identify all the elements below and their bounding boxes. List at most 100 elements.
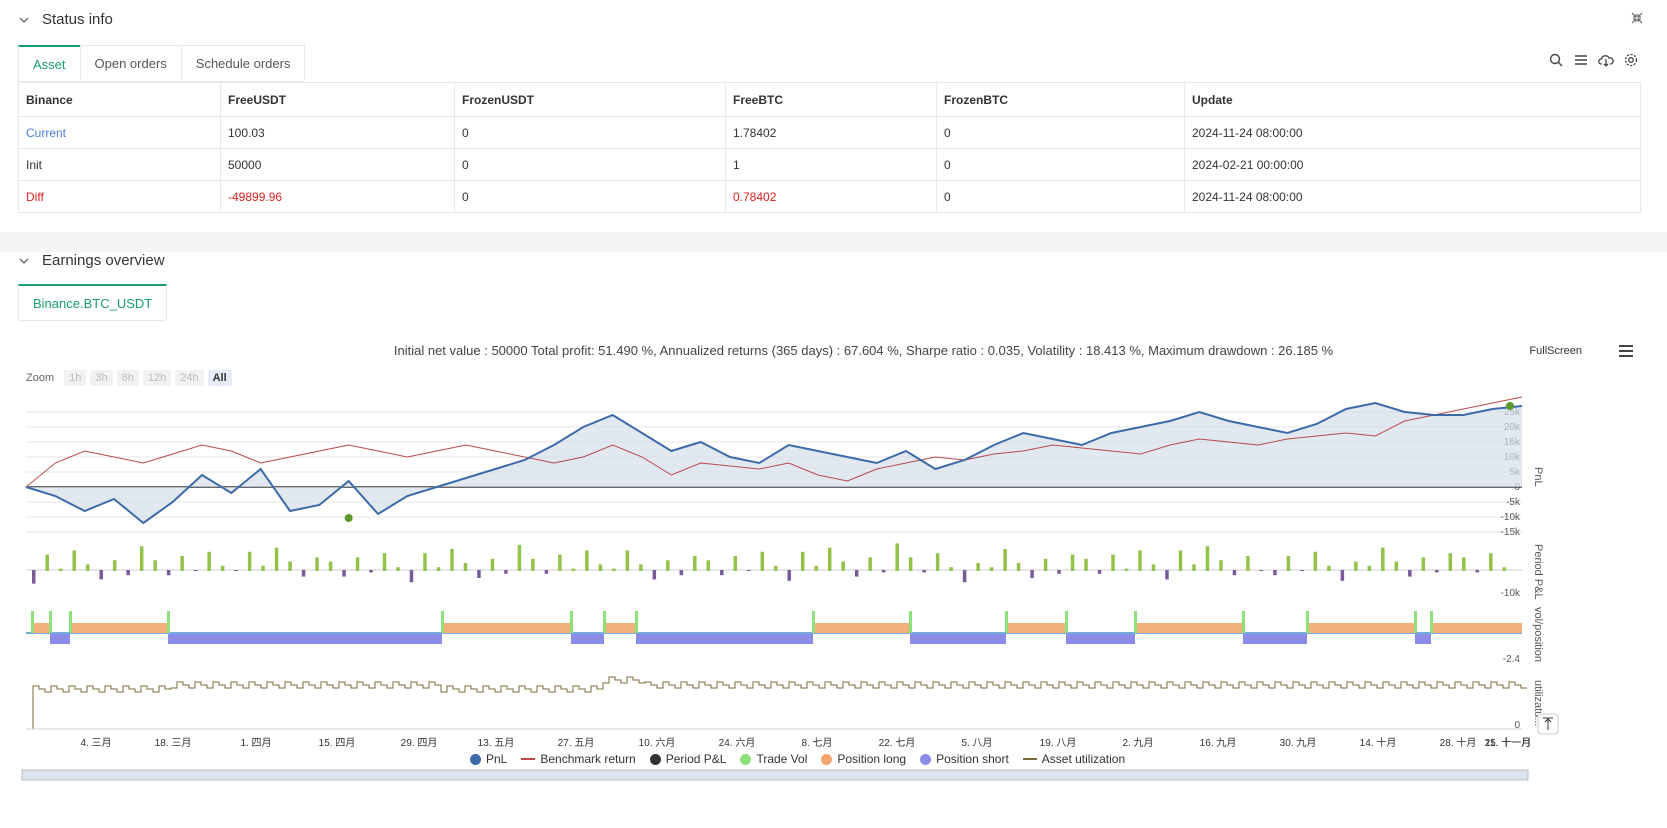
period-pnl-bar [193, 570, 198, 571]
table-cell: 0.78402 [725, 180, 937, 213]
pnl-line [25, 401, 1523, 525]
search-icon[interactable] [1548, 52, 1564, 68]
zoom-controls: Zoom 1h 3h 8h 12h 24h All [26, 370, 232, 386]
legend-item[interactable]: Position long [821, 752, 906, 766]
period-pnl-bar [720, 570, 724, 576]
period-pnl-bar [166, 570, 171, 576]
legend-item[interactable]: Position short [920, 752, 1009, 766]
period-pnl-bar [247, 551, 252, 571]
period-pnl-bar [962, 570, 967, 583]
zoom-12h-button[interactable]: 12h [142, 370, 172, 386]
period-pnl-bar [517, 544, 522, 571]
trade-vol-bar [1306, 611, 1309, 633]
table-cell: 2024-11-24 08:00:00 [1184, 116, 1641, 149]
zoom-24h-button[interactable]: 24h [175, 370, 204, 386]
position-block [1307, 623, 1415, 633]
period-pnl-bar [1394, 561, 1399, 571]
position-block [813, 623, 910, 633]
period-pnl-bar [396, 567, 400, 571]
x-tick-label: 22. 七月 [879, 737, 916, 749]
trade-vol-bar [1065, 611, 1068, 633]
legend-item[interactable]: PnL [470, 752, 507, 766]
legend-item[interactable]: Benchmark return [521, 752, 636, 766]
earnings-chart[interactable]: 25k20k15k10k5k0-5k-10k-15kPnL-10kPeriod … [0, 252, 1667, 828]
period-pnl-bar [1421, 557, 1426, 571]
tab-schedule-orders[interactable]: Schedule orders [180, 45, 306, 81]
period-pnl-bar [423, 553, 427, 571]
period-pnl-bar [288, 561, 292, 571]
table-cell: 0 [936, 148, 1185, 181]
zoom-all-button[interactable]: All [207, 370, 232, 386]
earnings-header[interactable]: Earnings overview [18, 252, 165, 269]
period-pnl-bar [612, 568, 616, 571]
status-info-header[interactable]: Status info [18, 11, 113, 28]
period-pnl-bar [45, 554, 49, 571]
zoom-8h-button[interactable]: 8h [116, 370, 139, 386]
trade-vol-bar [603, 611, 606, 633]
period-pnl-bar [747, 570, 751, 571]
table-cell: 2024-02-21 00:00:00 [1184, 148, 1641, 181]
trade-vol-bar [69, 611, 72, 633]
period-pnl-bar [328, 561, 333, 571]
period-pnl-bar [274, 547, 279, 571]
hamburger-menu-icon[interactable] [1618, 344, 1634, 358]
table-cell: 1.78402 [725, 116, 937, 149]
chevron-down-icon [19, 17, 29, 23]
period-pnl-bar [989, 567, 994, 571]
performance-summary: Initial net value : 50000 Total profit: … [393, 343, 1334, 358]
legend-swatch [470, 753, 481, 765]
period-pnl-bar [1232, 570, 1237, 576]
period-pnl-bar [126, 570, 130, 576]
x-tick-label: 8. 七月 [801, 737, 832, 749]
tab-binance-btc-usdt[interactable]: Binance.BTC_USDT [18, 284, 168, 320]
period-pnl-bar [112, 560, 117, 571]
period-pnl-bar [1219, 560, 1223, 571]
collapse-icon[interactable] [1631, 12, 1643, 24]
status-info-title: Status info [42, 11, 113, 28]
legend-label: Position short [936, 752, 1009, 766]
x-tick-label: 27. 五月 [558, 737, 595, 749]
row-label-current[interactable]: Current [18, 116, 221, 149]
gear-icon[interactable] [1623, 52, 1639, 68]
x-tick-label: 19. 八月 [1040, 737, 1077, 749]
period-pnl-bar [639, 564, 643, 571]
period-pnl-bar [544, 570, 549, 574]
table-cell: 2024-11-24 08:00:00 [1184, 180, 1641, 213]
asset-table: Binance FreeUSDT FrozenUSDT FreeBTC Froz… [18, 82, 1641, 213]
trade-vol-bar [909, 611, 912, 633]
list-icon[interactable] [1573, 52, 1589, 68]
pnl-area [26, 403, 1522, 523]
y-tick-label: -15k [1501, 527, 1521, 538]
legend-item[interactable]: Period P&L [649, 752, 727, 766]
period-pnl-bar [220, 565, 225, 571]
period-pnl-bar [1057, 570, 1061, 574]
x-tick-label: 13. 五月 [478, 737, 515, 749]
col-header: FreeBTC [725, 82, 937, 117]
zoom-label: Zoom [26, 372, 55, 384]
fullscreen-button[interactable]: FullScreen [1529, 345, 1582, 357]
trade-vol-bar [1134, 611, 1137, 633]
period-pnl-bar [1462, 557, 1466, 571]
period-pnl-bar [1151, 564, 1156, 571]
legend-label: Trade Vol [756, 752, 808, 766]
row-label-diff: Diff [18, 180, 221, 213]
tab-asset[interactable]: Asset [18, 45, 81, 81]
zoom-1h-button[interactable]: 1h [64, 370, 87, 386]
period-pnl-bar [1340, 570, 1345, 581]
position-block [571, 634, 604, 644]
period-pnl-bar [598, 564, 603, 571]
col-header: Binance [18, 82, 221, 117]
period-pnl-bar [234, 570, 238, 571]
position-block [50, 634, 70, 644]
col-header: Update [1184, 82, 1641, 117]
cloud-download-icon[interactable] [1598, 52, 1614, 68]
legend-item[interactable]: Asset utilization [1022, 752, 1125, 766]
tab-open-orders[interactable]: Open orders [79, 45, 182, 81]
legend-label: Period P&L [665, 752, 727, 766]
position-block [32, 623, 50, 633]
legend-item[interactable]: Trade Vol [740, 752, 807, 766]
zoom-3h-button[interactable]: 3h [90, 370, 113, 386]
row-label-init: Init [18, 148, 221, 181]
period-pnl-bar [531, 558, 535, 571]
table-cell: 0 [454, 148, 726, 181]
